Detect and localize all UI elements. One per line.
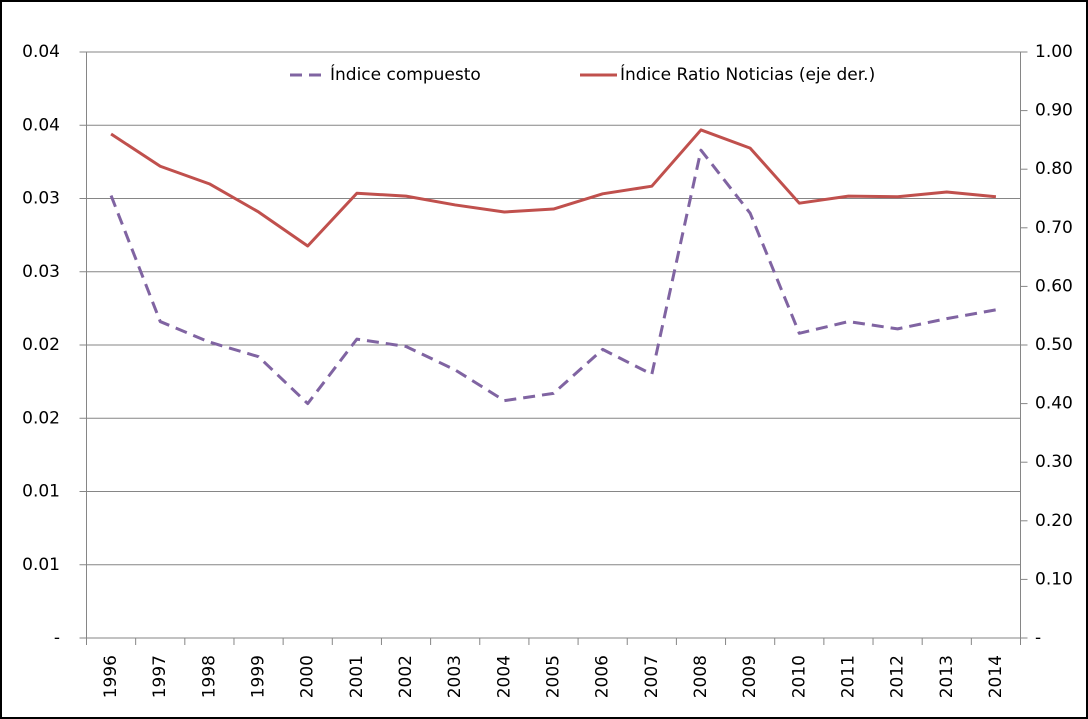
y-tick-label: 0.04	[22, 115, 60, 135]
y2-tick-label: 0.20	[1035, 511, 1073, 531]
x-tick-label: 2007	[642, 655, 662, 698]
y2-tick-label: 0.30	[1035, 452, 1073, 472]
x-tick-label: 2001	[347, 655, 367, 698]
x-tick-label: 2002	[396, 655, 416, 698]
x-tick-label: 2011	[838, 655, 858, 698]
y-tick-label: 0.01	[22, 555, 60, 575]
x-tick-label: 2004	[494, 655, 514, 698]
x-tick-label: 2010	[789, 655, 809, 698]
y-tick-label: 0.02	[22, 335, 60, 355]
y2-tick-label: 0.60	[1035, 276, 1073, 296]
y2-tick-label: 1.00	[1035, 42, 1073, 62]
x-tick-label: 2014	[986, 655, 1006, 698]
legend-label: Índice compuesto	[330, 63, 481, 85]
y2-tick-label: 0.40	[1035, 394, 1073, 414]
legend-label: Índice Ratio Noticias (eje der.)	[620, 63, 875, 85]
y-tick-label: 0.04	[22, 42, 60, 62]
x-tick-label: 2005	[544, 655, 564, 698]
y2-tick-label: -	[1035, 628, 1041, 648]
series-line	[109, 148, 997, 406]
y-tick-label: 0.01	[22, 482, 60, 502]
y-tick-label: -	[54, 628, 60, 648]
x-tick-label: 2012	[888, 655, 908, 698]
y2-tick-label: 0.80	[1035, 159, 1073, 179]
x-tick-label: 2013	[937, 655, 957, 698]
x-tick-label: 2009	[740, 655, 760, 698]
x-tick-label: 1997	[150, 655, 170, 698]
x-tick-label: 2003	[445, 655, 465, 698]
y-tick-label: 0.02	[22, 408, 60, 428]
y2-tick-label: 0.10	[1035, 569, 1073, 589]
x-tick-label: 1998	[199, 655, 219, 698]
x-tick-label: 2006	[593, 655, 613, 698]
y2-tick-label: 0.50	[1035, 335, 1073, 355]
x-tick-label: 1996	[101, 655, 121, 698]
y2-tick-label: 0.90	[1035, 101, 1073, 121]
y-tick-label: 0.03	[22, 189, 60, 209]
series-line	[110, 128, 997, 248]
x-tick-label: 2000	[298, 655, 318, 698]
y2-tick-label: 0.70	[1035, 218, 1073, 238]
y-tick-label: 0.03	[22, 262, 60, 282]
x-tick-label: 1999	[249, 655, 269, 698]
x-tick-label: 2008	[691, 655, 711, 698]
